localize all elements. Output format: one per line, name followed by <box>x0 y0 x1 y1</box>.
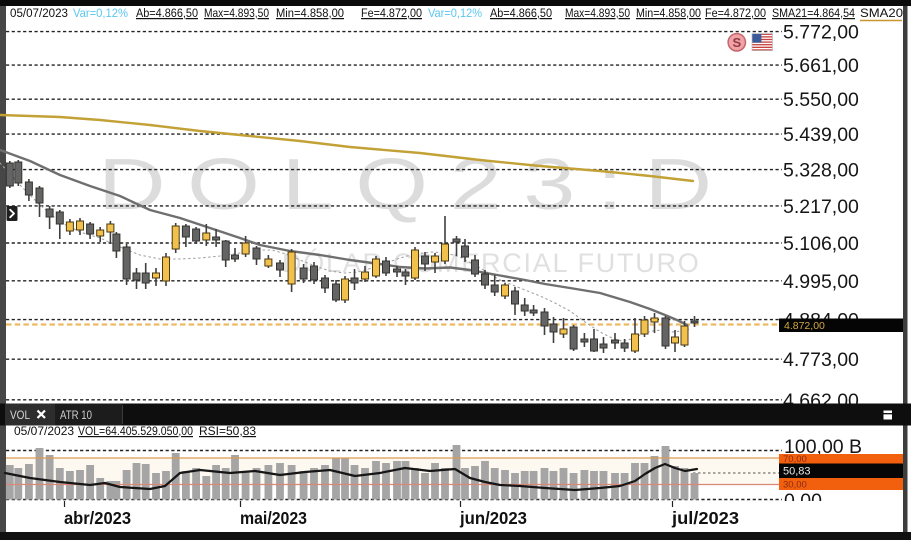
svg-text:5.106,00: 5.106,00 <box>783 233 859 255</box>
svg-text:4.995,00: 4.995,00 <box>783 271 859 293</box>
svg-text:RSI=50,83: RSI=50,83 <box>199 424 256 438</box>
svg-text:Var=0,12%: Var=0,12% <box>428 6 482 20</box>
svg-text:SMA21=4.864,54: SMA21=4.864,54 <box>772 6 855 20</box>
svg-text:VOL=64.405.529.050,00: VOL=64.405.529.050,00 <box>78 424 193 438</box>
svg-text:Ab=4.866,50: Ab=4.866,50 <box>136 6 198 20</box>
svg-text:Min=4.858,00: Min=4.858,00 <box>636 6 701 20</box>
svg-text:50,83: 50,83 <box>783 466 811 478</box>
svg-text:jul/2023: jul/2023 <box>671 508 739 528</box>
svg-text:VOL: VOL <box>10 408 30 422</box>
svg-text:05/07/2023: 05/07/2023 <box>10 6 68 20</box>
svg-text:jun/2023: jun/2023 <box>459 508 527 528</box>
svg-text:Max=4.893,50: Max=4.893,50 <box>565 6 630 20</box>
svg-text:4.872,00: 4.872,00 <box>784 320 825 332</box>
svg-text:Var=0,12%: Var=0,12% <box>73 6 128 20</box>
svg-text:100,00 B: 100,00 B <box>784 436 862 458</box>
svg-text:30,00: 30,00 <box>783 480 807 491</box>
svg-text:abr/2023: abr/2023 <box>64 508 131 528</box>
svg-text:5.772,00: 5.772,00 <box>783 22 859 44</box>
svg-text:5.328,00: 5.328,00 <box>783 160 859 182</box>
svg-text:Max=4.893,50: Max=4.893,50 <box>204 6 269 20</box>
svg-text:Ab=4.866,50: Ab=4.866,50 <box>490 6 552 20</box>
svg-text:Min=4.858,00: Min=4.858,00 <box>276 6 344 20</box>
svg-text:4.773,00: 4.773,00 <box>783 349 859 371</box>
svg-text:SMA20: SMA20 <box>860 6 903 20</box>
svg-text:5.439,00: 5.439,00 <box>783 124 859 146</box>
svg-text:5.661,00: 5.661,00 <box>783 55 859 77</box>
svg-text:mai/2023: mai/2023 <box>240 508 307 528</box>
svg-text:5.217,00: 5.217,00 <box>783 196 859 218</box>
svg-text:Fe=4.872,00: Fe=4.872,00 <box>705 6 766 20</box>
svg-text:S: S <box>732 35 741 50</box>
svg-text:05/07/2023: 05/07/2023 <box>14 424 74 438</box>
svg-text:DOLQ23:D: DOLQ23:D <box>98 143 734 224</box>
svg-text:70,00: 70,00 <box>783 454 807 465</box>
svg-text:Fe=4.872,00: Fe=4.872,00 <box>361 6 422 20</box>
svg-text:5.550,00: 5.550,00 <box>783 89 859 111</box>
svg-text:ATR 10: ATR 10 <box>60 408 92 422</box>
